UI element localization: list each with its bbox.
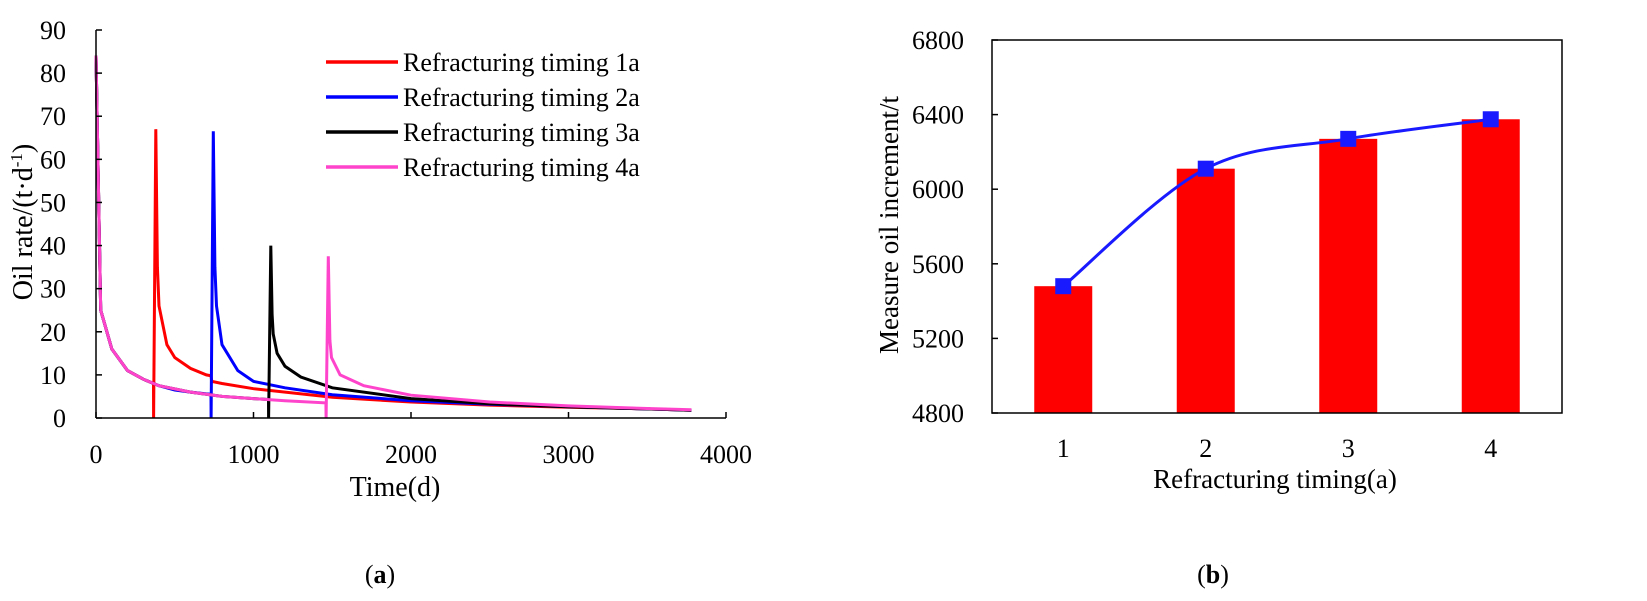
y-tick-label: 5200: [912, 324, 964, 353]
y-tick-label: 6000: [912, 175, 964, 204]
caption-b: (b): [1183, 560, 1243, 590]
y-tick-label: 6800: [912, 26, 964, 55]
x-tick-label: 2: [1199, 434, 1212, 463]
x-tick-label: 3: [1342, 434, 1355, 463]
y-axis-label: Measure oil increment/t: [874, 96, 904, 354]
legend-entry-3: Refracturing timing 3a: [403, 118, 640, 147]
y-tick-label: 40: [40, 232, 66, 261]
x-axis-label: Refracturing timing(a): [1153, 464, 1397, 494]
oil-increment-bars: [1034, 119, 1520, 413]
caption-a: (a): [350, 560, 410, 590]
caption-b-open: (: [1197, 560, 1206, 589]
line-marker-1: [1055, 278, 1072, 295]
x-axis-label: Time(d): [350, 472, 441, 503]
y-tick-label: 4800: [912, 399, 964, 428]
x-tick-label: 1000: [228, 440, 280, 469]
y-tick-label: 80: [40, 59, 66, 88]
trend-line: [1062, 117, 1491, 288]
oil-rate-chart: 0 10 20 30 40 50 60 70 80 90 0 1000 2000 3000 4000 Ref…: [7, 16, 752, 503]
x-tick-label: 3000: [543, 440, 595, 469]
y-tick-label: 0: [53, 404, 66, 433]
oil-rate-legend: Refracturing timing 1a Refracturing timin…: [326, 48, 640, 182]
oil-increment-chart: 4800 5200 5600 6000 6400 6800 1 2 3 4 Refracturin…: [874, 26, 1563, 494]
x-tick-label: 1: [1057, 434, 1070, 463]
bar-4: [1461, 119, 1520, 413]
bar-2: [1176, 168, 1235, 413]
caption-b-letter: b: [1205, 560, 1221, 589]
oil-rate-axes: 0 10 20 30 40 50 60 70 80 90 0 1000 2000 3000 4000: [40, 16, 752, 469]
legend-entry-2: Refracturing timing 2a: [403, 83, 640, 112]
oil-rate-series-group: [94, 55, 692, 419]
x-tick-label: 0: [90, 440, 103, 469]
y-axis-label-superscript: -1: [7, 153, 26, 167]
bar-3: [1319, 138, 1378, 413]
y-tick-label: 90: [40, 16, 66, 45]
legend-entry-1: Refracturing timing 1a: [403, 48, 640, 77]
line-marker-3: [1340, 130, 1357, 147]
y-tick-label: 6400: [912, 101, 964, 130]
y-tick-label: 20: [40, 318, 66, 347]
y-tick-label: 10: [40, 361, 66, 390]
series-line-4: [94, 55, 692, 419]
y-axis-label-end: ): [8, 144, 39, 153]
y-tick-label: 70: [40, 102, 66, 131]
oil-increment-axes: 4800 5200 5600 6000 6400 6800 1 2 3 4: [912, 26, 1563, 463]
x-tick-label: 4: [1484, 434, 1497, 463]
y-tick-label: 5600: [912, 250, 964, 279]
caption-a-close: ): [386, 560, 396, 589]
plot-frame: [991, 39, 1563, 414]
y-axis-label: Oil rate/(t·d-1): [7, 144, 39, 300]
caption-a-letter: a: [373, 560, 387, 589]
y-tick-label: 60: [40, 145, 66, 174]
bar-1: [1034, 286, 1093, 413]
x-tick-label: 4000: [700, 440, 752, 469]
caption-a-open: (: [364, 560, 374, 589]
y-tick-label: 30: [40, 275, 66, 304]
y-tick-label: 50: [40, 188, 66, 217]
caption-b-close: ): [1220, 560, 1229, 589]
line-marker-2: [1197, 160, 1214, 177]
x-tick-label: 2000: [385, 440, 437, 469]
oil-increment-line: [1055, 111, 1499, 295]
line-marker-4: [1482, 111, 1499, 128]
legend-entry-4: Refracturing timing 4a: [403, 153, 640, 182]
y-axis-label-main: Oil rate/(t·d: [8, 167, 39, 300]
